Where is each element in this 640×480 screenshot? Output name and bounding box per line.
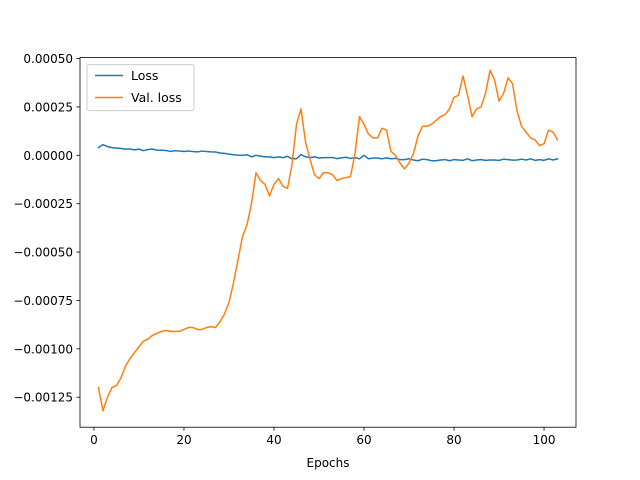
x-tick-label: 40: [266, 433, 281, 447]
y-tick-label: −0.00050: [13, 246, 73, 260]
y-tick-label: 0.00025: [23, 100, 73, 114]
y-tick-label: −0.00125: [13, 391, 73, 405]
x-tick-label: 60: [356, 433, 371, 447]
y-tick-label: −0.00025: [13, 197, 73, 211]
x-tick-label: 0: [90, 433, 98, 447]
x-tick-label: 80: [446, 433, 461, 447]
legend: Loss Val. loss: [86, 64, 195, 112]
x-axis: 0 20 40 60 80 100: [90, 427, 555, 447]
x-tick-label: 20: [176, 433, 191, 447]
series-line-val-loss: [97, 69, 559, 412]
series-line-loss: [97, 143, 559, 162]
series-group: [97, 69, 559, 412]
plot-area: [79, 57, 577, 428]
legend-label-val-loss: Val. loss: [131, 90, 182, 105]
y-axis: 0.00050 0.00025 0.00000 −0.00025 −0.00050 −0.…: [13, 52, 80, 405]
y-tick-label: 0.00000: [23, 149, 73, 163]
legend-label-loss: Loss: [131, 68, 158, 83]
y-tick-label: 0.00050: [23, 52, 73, 66]
x-tick-label: 100: [533, 433, 556, 447]
y-tick-label: −0.00075: [13, 294, 73, 308]
y-tick-label: −0.00100: [13, 342, 73, 356]
x-axis-label: Epochs: [307, 456, 350, 470]
axes-frame: [79, 57, 577, 428]
